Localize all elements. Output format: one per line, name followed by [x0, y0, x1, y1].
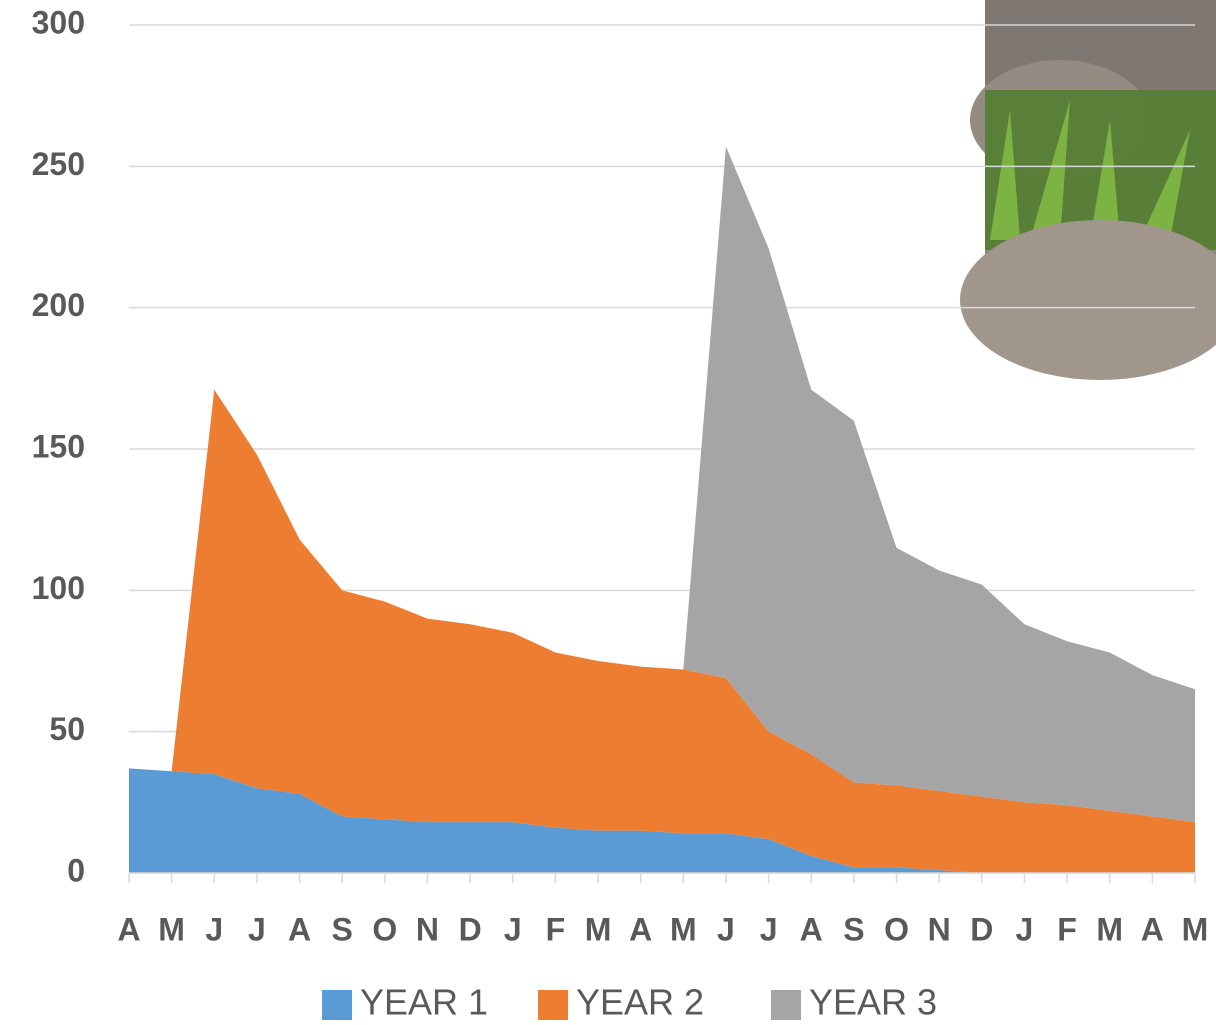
x-tick-label: A: [800, 911, 823, 947]
legend-text: YEAR 3: [809, 982, 937, 1023]
x-tick-label: N: [928, 911, 951, 947]
photo: [960, 0, 1216, 380]
x-tick-label: J: [760, 911, 778, 947]
rock: [960, 220, 1216, 380]
x-tick-label: M: [158, 911, 185, 947]
area: [683, 146, 1195, 823]
x-tick-label: J: [504, 911, 522, 947]
x-tick-label: S: [843, 911, 864, 947]
legend-swatch: [538, 990, 568, 1020]
x-tick-label: S: [332, 911, 353, 947]
x-tick-label: A: [629, 911, 652, 947]
x-tick-label: N: [416, 911, 439, 947]
x-tick-label: O: [884, 911, 909, 947]
legend-text: YEAR 2: [576, 982, 704, 1023]
x-tick-label: M: [1096, 911, 1123, 947]
x-tick-label: A: [117, 911, 140, 947]
x-tick-label: M: [670, 911, 697, 947]
y-tick-label: 150: [32, 428, 85, 464]
x-tick-label: J: [205, 911, 223, 947]
y-tick-label: 250: [32, 146, 85, 182]
x-tick-label: D: [459, 911, 482, 947]
x-tick-label: M: [1182, 911, 1209, 947]
x-tick-label: M: [585, 911, 612, 947]
x-tick-label: J: [717, 911, 735, 947]
y-tick-label: 100: [32, 570, 85, 606]
area: [171, 389, 1195, 873]
x-tick-label: A: [1141, 911, 1164, 947]
y-tick-label: 50: [49, 711, 85, 747]
x-tick-label: J: [248, 911, 266, 947]
x-tick-label: J: [1016, 911, 1034, 947]
area: [129, 768, 1195, 873]
x-tick-label: D: [970, 911, 993, 947]
x-tick-label: A: [288, 911, 311, 947]
legend-swatch: [322, 990, 352, 1020]
grass-blades: [990, 100, 1190, 240]
y-tick-label: 0: [67, 852, 85, 888]
x-tick-label: O: [372, 911, 397, 947]
legend-swatch: [771, 990, 801, 1020]
x-tick-label: F: [546, 911, 566, 947]
legend-text: YEAR 1: [360, 982, 488, 1023]
y-tick-label: 300: [32, 4, 85, 40]
y-tick-label: 200: [32, 287, 85, 323]
x-tick-label: F: [1057, 911, 1077, 947]
